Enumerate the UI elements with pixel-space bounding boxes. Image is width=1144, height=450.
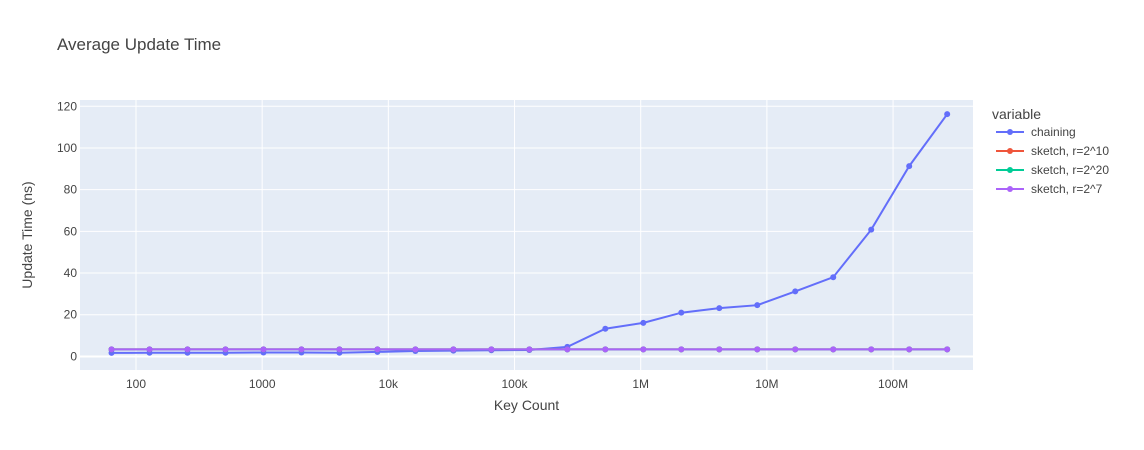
- data-point: [868, 346, 875, 353]
- legend-item[interactable]: chaining: [996, 125, 1076, 139]
- legend-marker: [1007, 148, 1013, 154]
- y-tick-label: 100: [57, 141, 77, 155]
- y-tick-label: 0: [70, 349, 77, 363]
- x-tick-label: 10M: [755, 377, 778, 391]
- data-point: [678, 309, 685, 316]
- data-point: [374, 346, 381, 353]
- x-axis-ticks: 100 1000 10k 100k 1M 10M 100M: [126, 377, 908, 391]
- data-point: [602, 325, 609, 332]
- y-tick-label: 20: [64, 308, 78, 322]
- data-point: [944, 111, 951, 118]
- data-point: [830, 274, 837, 281]
- grid: [80, 100, 973, 370]
- x-tick-label: 1000: [249, 377, 276, 391]
- data-point: [830, 346, 837, 353]
- y-tick-label: 80: [64, 183, 78, 197]
- y-tick-label: 40: [64, 266, 78, 280]
- legend-label: sketch, r=2^7: [1031, 182, 1103, 196]
- data-point: [944, 346, 951, 353]
- series-3: [108, 346, 951, 353]
- legend-marker: [1007, 186, 1013, 192]
- x-tick-label: 1M: [632, 377, 649, 391]
- x-tick-label: 100: [126, 377, 146, 391]
- data-point: [678, 346, 685, 353]
- y-axis-ticks: 0 20 40 60 80 100 120: [57, 99, 77, 363]
- data-point: [754, 346, 761, 353]
- data-point: [640, 346, 647, 353]
- legend-title: variable: [992, 106, 1041, 122]
- data-point: [336, 346, 343, 353]
- chart-title: Average Update Time: [57, 35, 221, 54]
- data-point: [488, 346, 495, 353]
- data-point: [108, 346, 115, 353]
- x-tick-label: 100M: [878, 377, 908, 391]
- data-point: [564, 346, 571, 353]
- legend-marker: [1007, 129, 1013, 135]
- data-point: [298, 346, 305, 353]
- x-tick-label: 10k: [379, 377, 399, 391]
- data-point: [716, 305, 723, 312]
- legend-item[interactable]: sketch, r=2^7: [996, 182, 1103, 196]
- legend-item[interactable]: sketch, r=2^20: [996, 163, 1109, 177]
- data-point: [792, 346, 799, 353]
- data-point: [602, 346, 609, 353]
- data-point: [792, 288, 799, 295]
- y-tick-label: 60: [64, 224, 78, 238]
- data-point: [222, 346, 229, 353]
- data-point: [526, 346, 533, 353]
- legend-item[interactable]: sketch, r=2^10: [996, 144, 1109, 158]
- data-point: [412, 346, 419, 353]
- legend-label: sketch, r=2^20: [1031, 163, 1109, 177]
- y-tick-label: 120: [57, 99, 77, 113]
- data-point: [260, 346, 267, 353]
- plot-area: [80, 100, 973, 370]
- data-point: [184, 346, 191, 353]
- data-point: [716, 346, 723, 353]
- y-axis-title: Update Time (ns): [19, 181, 35, 288]
- data-point: [906, 346, 913, 353]
- legend-label: sketch, r=2^10: [1031, 144, 1109, 158]
- data-point: [640, 319, 647, 326]
- x-tick-label: 100k: [502, 377, 529, 391]
- legend-label: chaining: [1031, 125, 1076, 139]
- x-axis-title: Key Count: [494, 397, 559, 413]
- data-point: [754, 302, 761, 309]
- data-point: [906, 163, 913, 170]
- data-point: [450, 346, 457, 353]
- legend[interactable]: variable chaining sketch, r=2^10 sketch, r…: [992, 106, 1109, 196]
- legend-marker: [1007, 167, 1013, 173]
- series-lines: [108, 111, 951, 356]
- data-point: [146, 346, 153, 353]
- data-point: [868, 226, 875, 233]
